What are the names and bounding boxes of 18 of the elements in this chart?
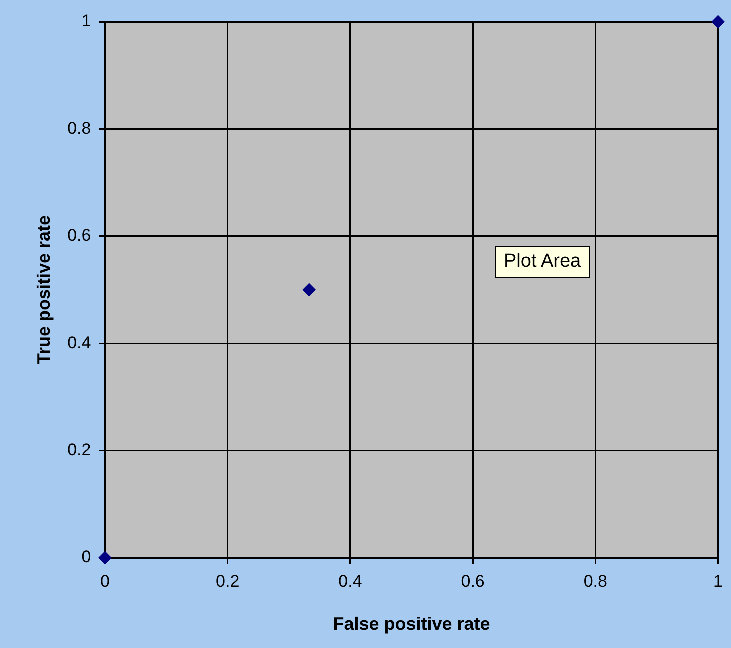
x-tick-label: 0.4 (338, 572, 362, 591)
y-tick-label: 0.8 (68, 118, 92, 138)
x-tick-label: 1 (714, 572, 724, 591)
x-tick-label: 0.2 (216, 572, 240, 591)
x-axis-title: False positive rate (333, 614, 490, 634)
x-tick-label: 0.8 (584, 572, 608, 591)
point (712, 16, 725, 28)
point (302, 284, 316, 296)
y-axis-title: True positive rate (34, 215, 54, 365)
point (98, 552, 112, 564)
y-tick-label: 0.2 (68, 440, 92, 460)
x-tick-label: 0 (100, 572, 110, 591)
y-tick-label: 0.4 (68, 333, 92, 352)
y-tick-label: 1 (82, 12, 92, 31)
y-tick-label: 0 (82, 548, 92, 567)
annotation: Plot Area (495, 246, 590, 278)
x-tick-label: 0.6 (461, 572, 485, 591)
y-tick-label: 0.6 (68, 226, 92, 246)
